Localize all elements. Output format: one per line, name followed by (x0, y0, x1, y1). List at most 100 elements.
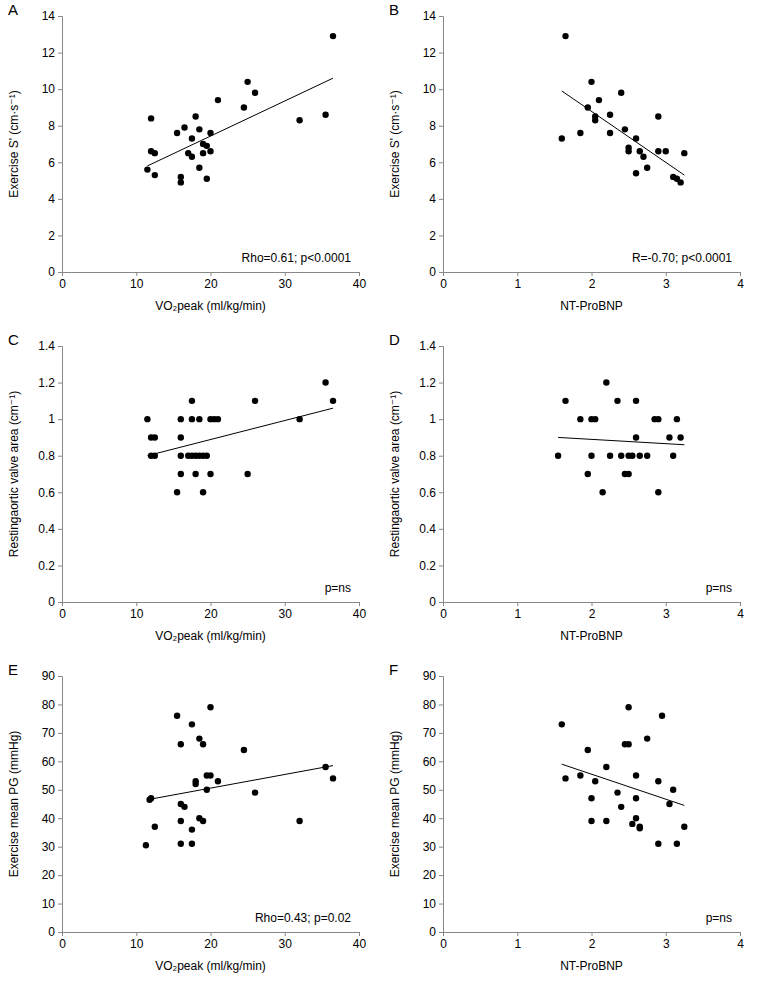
point (252, 789, 258, 795)
x-tick-mark (359, 602, 360, 606)
y-tick: 90 (42, 669, 62, 683)
point (555, 453, 561, 459)
y-tick-label: 1.2 (38, 376, 55, 390)
point (677, 179, 683, 185)
y-tick-mark (439, 492, 443, 493)
x-tick-label: 1 (514, 277, 521, 291)
y-tick-label: 10 (423, 897, 437, 911)
y-tick-mark (439, 790, 443, 791)
y-tick: 2 (48, 229, 62, 243)
point (200, 741, 206, 747)
x-tick: 3 (663, 602, 670, 621)
y-tick: 0.6 (419, 486, 443, 500)
point (207, 148, 213, 154)
point (633, 170, 639, 176)
point (252, 90, 258, 96)
y-tick-mark (439, 529, 443, 530)
x-tick-label: 10 (130, 277, 144, 291)
y-tick: 0.2 (419, 559, 443, 573)
y-tick: 1.2 (38, 376, 62, 390)
y-tick: 70 (423, 726, 443, 740)
x-tick: 40 (353, 272, 367, 291)
y-tick: 80 (423, 698, 443, 712)
point (152, 150, 158, 156)
point (143, 842, 149, 848)
x-tick: 4 (737, 602, 744, 621)
y-tick: 1 (429, 412, 443, 426)
x-tick: 10 (130, 932, 144, 951)
y-tick-label: 6 (429, 156, 436, 170)
point (585, 747, 591, 753)
point (174, 489, 180, 495)
y-tick-mark (58, 790, 62, 791)
y-tick-label: 30 (423, 840, 437, 854)
y-axis-title: Restingaortic valve area (cm⁻¹) (388, 391, 402, 557)
x-tick-label: 2 (589, 937, 596, 951)
x-tick-mark (359, 272, 360, 276)
y-tick-mark (439, 704, 443, 705)
marks (555, 379, 684, 495)
point (588, 453, 594, 459)
x-tick: 20 (204, 602, 218, 621)
point (148, 115, 154, 121)
y-tick-mark (439, 419, 443, 420)
point (204, 453, 210, 459)
y-tick-label: 0 (48, 265, 55, 279)
annotation: Rho=0.43; p=0.02 (255, 911, 351, 925)
x-tick-label: 20 (204, 937, 218, 951)
point (562, 398, 568, 404)
panel: 012340102030405060708090p=nsNT-ProBNPExe… (388, 661, 744, 973)
y-tick: 6 (48, 156, 62, 170)
y-tick-label: 30 (42, 840, 56, 854)
point (189, 841, 195, 847)
y-axis: 02468101214 (423, 9, 444, 279)
x-tick: 20 (204, 272, 218, 291)
annotation: Rho=0.61; p<0.0001 (242, 251, 352, 265)
point (322, 764, 328, 770)
point (215, 416, 221, 422)
x-axis-title: VO₂peak (ml/kg/min) (155, 629, 266, 643)
y-tick-label: 70 (42, 726, 56, 740)
x-tick-label: 1 (514, 607, 521, 621)
y-axis: 00.20.40.60.811.21.4 (419, 339, 443, 609)
x-tick-mark (136, 272, 137, 276)
point (215, 778, 221, 784)
point (178, 818, 184, 824)
y-tick: 40 (423, 812, 443, 826)
point (603, 379, 609, 385)
point (666, 434, 672, 440)
point (244, 471, 250, 477)
x-tick-label: 3 (663, 937, 670, 951)
point (577, 416, 583, 422)
y-tick: 10 (423, 897, 443, 911)
point (588, 818, 594, 824)
point (644, 735, 650, 741)
point (670, 453, 676, 459)
point (633, 815, 639, 821)
y-tick-label: 8 (48, 119, 55, 133)
panel: 0102030400102030405060708090Rho=0.43; p=… (7, 661, 366, 973)
y-axis-line (439, 677, 444, 933)
point (633, 398, 639, 404)
trend-line (562, 764, 685, 805)
x-tick-mark (285, 272, 286, 276)
y-tick: 8 (48, 119, 62, 133)
y-tick-label: 0.4 (419, 522, 436, 536)
y-tick-mark (58, 126, 62, 127)
x-tick: 0 (440, 602, 447, 621)
y-tick-label: 40 (42, 812, 56, 826)
y-tick-label: 0 (48, 925, 55, 939)
point (152, 824, 158, 830)
point (178, 434, 184, 440)
point (618, 804, 624, 810)
x-tick-label: 4 (737, 277, 744, 291)
x-tick-label: 10 (130, 937, 144, 951)
annotation: p=ns (706, 581, 732, 595)
point (603, 764, 609, 770)
point (196, 165, 202, 171)
point (204, 787, 210, 793)
point (200, 150, 206, 156)
y-tick-label: 90 (423, 669, 437, 683)
y-tick: 0.8 (419, 449, 443, 463)
y-tick: 6 (429, 156, 443, 170)
